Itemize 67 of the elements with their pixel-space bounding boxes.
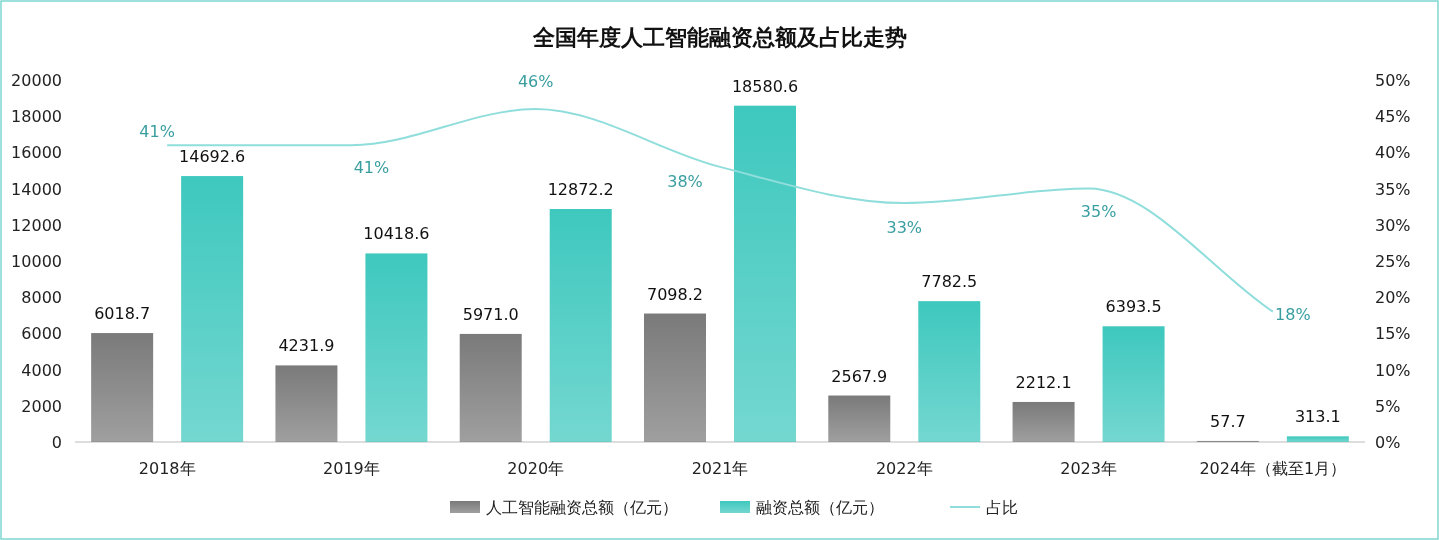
data-label: 10418.6 bbox=[363, 224, 430, 244]
data-label: 6393.5 bbox=[1105, 297, 1162, 317]
y-tick-label: 14000 bbox=[11, 179, 62, 199]
y2-tick-label: 25% bbox=[1375, 252, 1411, 271]
bar bbox=[1102, 326, 1165, 442]
x-tick-label: 2018年 bbox=[138, 459, 196, 478]
data-label: 18580.6 bbox=[731, 76, 799, 96]
bar bbox=[365, 253, 428, 442]
data-label: 41% bbox=[353, 158, 390, 178]
y-tick-label: 16000 bbox=[11, 143, 62, 163]
y-tick-label: 6000 bbox=[21, 324, 62, 344]
data-label: 313.1 bbox=[1294, 407, 1341, 427]
y2-tick-label: 30% bbox=[1375, 215, 1411, 235]
bar bbox=[734, 105, 796, 442]
y-tick-label: 20000 bbox=[11, 71, 62, 90]
data-label: 57.7 bbox=[1210, 411, 1246, 431]
bar bbox=[644, 313, 706, 442]
bar bbox=[181, 176, 244, 442]
legend-label: 人工智能融资总额（亿元） bbox=[486, 498, 678, 517]
bar bbox=[459, 333, 522, 442]
data-label: 12872.2 bbox=[547, 180, 614, 200]
y2-tick-label: 20% bbox=[1375, 288, 1411, 308]
data-label: 7098.2 bbox=[647, 284, 703, 304]
y2-tick-label: 5% bbox=[1375, 396, 1401, 416]
bar bbox=[1286, 436, 1349, 442]
data-label: 2567.9 bbox=[831, 366, 888, 386]
data-label: 5971.0 bbox=[462, 304, 519, 324]
x-tick-label: 2021年 bbox=[691, 459, 749, 478]
data-label: 7782.5 bbox=[921, 272, 978, 292]
y-tick-label: 8000 bbox=[21, 288, 62, 308]
x-tick-label: 2022年 bbox=[875, 459, 933, 478]
data-label: 14692.6 bbox=[179, 147, 246, 167]
bar bbox=[828, 395, 891, 442]
y2-tick-label: 0% bbox=[1375, 433, 1401, 452]
bar bbox=[549, 209, 612, 442]
legend-label: 融资总额（亿元） bbox=[756, 498, 884, 517]
data-label: 41% bbox=[139, 122, 175, 142]
bar bbox=[275, 365, 338, 442]
data-label: 2212.1 bbox=[1015, 372, 1072, 392]
data-label: 35% bbox=[1080, 201, 1117, 221]
y-tick-label: 12000 bbox=[11, 215, 62, 235]
y-tick-label: 4000 bbox=[21, 360, 62, 380]
bar bbox=[918, 301, 981, 442]
y-tick-label: 10000 bbox=[11, 252, 62, 271]
bar bbox=[91, 333, 154, 442]
data-label: 46% bbox=[517, 71, 554, 91]
x-tick-label: 2020年 bbox=[507, 459, 565, 478]
data-label: 4231.9 bbox=[278, 336, 335, 356]
x-tick-label: 2023年 bbox=[1060, 459, 1117, 478]
legend-label: 占比 bbox=[986, 498, 1018, 517]
y2-tick-label: 35% bbox=[1375, 179, 1411, 199]
y-tick-label: 2000 bbox=[21, 396, 62, 416]
y2-tick-label: 40% bbox=[1375, 143, 1411, 163]
x-tick-label: 2024年（截至1月） bbox=[1199, 459, 1347, 478]
y2-tick-label: 45% bbox=[1375, 107, 1411, 127]
data-label: 6018.7 bbox=[94, 304, 151, 324]
y2-tick-label: 50% bbox=[1375, 71, 1411, 90]
y-tick-label: 18000 bbox=[11, 107, 62, 127]
x-tick-label: 2019年 bbox=[323, 459, 380, 478]
chart-title: 全国年度人工智能融资总额及占比走势 bbox=[531, 25, 907, 50]
data-label: 33% bbox=[886, 218, 923, 238]
y2-tick-label: 15% bbox=[1375, 324, 1411, 344]
data-label: 18% bbox=[1275, 304, 1311, 324]
data-label: 38% bbox=[667, 171, 703, 191]
y2-tick-label: 10% bbox=[1375, 360, 1411, 380]
bar bbox=[1012, 401, 1075, 442]
y-tick-label: 0 bbox=[51, 433, 62, 452]
